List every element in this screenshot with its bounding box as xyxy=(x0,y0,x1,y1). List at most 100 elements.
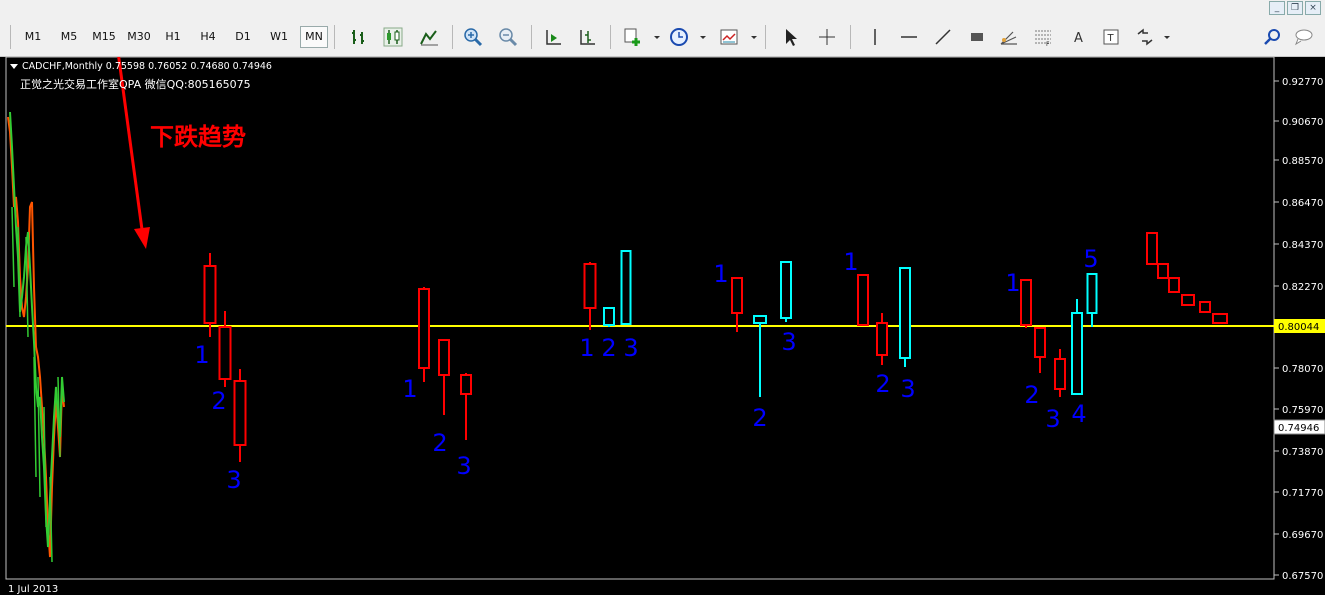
candle xyxy=(203,253,217,337)
clock-icon[interactable] xyxy=(668,26,690,48)
menu-strip: _ ❐ × xyxy=(0,0,1325,18)
chevron-down-icon[interactable] xyxy=(1156,26,1170,48)
wave-label: 1 xyxy=(579,334,594,362)
close-icon[interactable]: × xyxy=(1305,1,1321,15)
templates-icon[interactable] xyxy=(718,26,740,48)
crosshair-icon[interactable] xyxy=(816,26,838,48)
text-label-icon[interactable]: T xyxy=(1100,26,1122,48)
wave-label: 3 xyxy=(456,452,471,480)
chevron-down-icon[interactable] xyxy=(692,26,706,48)
candlestick-icon[interactable] xyxy=(382,26,404,48)
wave-label: 1 xyxy=(194,341,209,369)
wave-label: 3 xyxy=(226,466,241,494)
price-tick-label: 0.75970 xyxy=(1282,405,1323,416)
wave-label: 1 xyxy=(1005,269,1020,297)
candle xyxy=(1020,279,1032,328)
timeframe-mn[interactable]: MN xyxy=(300,26,328,48)
price-tick-label: 0.78070 xyxy=(1282,364,1323,375)
timeframe-d1[interactable]: D1 xyxy=(235,30,251,43)
chart-shift-icon[interactable] xyxy=(576,26,598,48)
trendline-icon[interactable] xyxy=(932,26,954,48)
price-tick-label: 0.82270 xyxy=(1282,282,1323,293)
price-tick-label: 0.69670 xyxy=(1282,530,1323,541)
timeframe-h4[interactable]: H4 xyxy=(200,30,216,43)
symbol-line: CADCHF,Monthly 0.75598 0.76052 0.74680 0… xyxy=(22,61,272,72)
separator xyxy=(334,25,335,49)
minimize-icon[interactable]: _ xyxy=(1269,1,1285,15)
candle xyxy=(418,287,430,382)
wave-label: 1 xyxy=(402,375,417,403)
text-icon[interactable]: A xyxy=(1068,26,1090,48)
fibonacci-icon[interactable]: F xyxy=(1032,26,1054,48)
timeframe-m1[interactable]: M1 xyxy=(24,30,42,43)
cursor-icon[interactable] xyxy=(780,26,802,48)
candle xyxy=(780,261,792,322)
zoom-out-icon[interactable] xyxy=(497,26,519,48)
rectangle-icon[interactable] xyxy=(966,26,988,48)
candle xyxy=(1054,349,1066,397)
arrows-icon[interactable] xyxy=(1134,26,1156,48)
candle xyxy=(460,373,472,440)
horizontal-line-icon[interactable] xyxy=(898,26,920,48)
vertical-line-icon[interactable] xyxy=(864,26,886,48)
timeframe-w1[interactable]: W1 xyxy=(270,30,288,43)
price-tick-label: 0.71770 xyxy=(1282,488,1323,499)
price-tick-label: 0.67570 xyxy=(1282,571,1323,582)
trend-arrow xyxy=(117,57,150,249)
candle xyxy=(1071,299,1083,395)
wave-label: 3 xyxy=(781,328,796,356)
gann-fan-icon[interactable] xyxy=(998,26,1020,48)
line-chart-icon[interactable] xyxy=(418,26,440,48)
candle xyxy=(438,339,450,415)
history-candles xyxy=(7,111,65,563)
wave-label: 4 xyxy=(1071,400,1086,428)
zoom-in-icon[interactable] xyxy=(462,26,484,48)
chart-canvas[interactable]: 0.92770 0.90670 0.88570 0.86470 0.84370 0.822… xyxy=(0,57,1325,595)
timeframe-m15[interactable]: M15 xyxy=(92,30,116,43)
last-price-label: 0.74946 xyxy=(1278,423,1319,434)
subtitle-text: 正觉之光交易工作室QPA 微信QQ:805165075 xyxy=(20,77,251,91)
price-tick-label: 0.88570 xyxy=(1282,156,1323,167)
timeframe-h1[interactable]: H1 xyxy=(165,30,181,43)
separator xyxy=(850,25,851,49)
wave-label: 2 xyxy=(752,404,767,432)
wave-label: 1 xyxy=(713,260,728,288)
bar-chart-icon[interactable] xyxy=(348,26,370,48)
timeframe-m5[interactable]: M5 xyxy=(60,30,78,43)
candle xyxy=(876,313,888,365)
auto-scroll-icon[interactable] xyxy=(542,26,564,48)
candle xyxy=(1157,263,1169,279)
chevron-down-icon[interactable] xyxy=(646,26,660,48)
horizontal-level-label: 0.80044 xyxy=(1278,322,1319,333)
svg-text:F: F xyxy=(1046,41,1050,48)
collapse-icon[interactable] xyxy=(10,64,18,69)
price-tick-label: 0.73870 xyxy=(1282,447,1323,458)
price-chart[interactable]: 0.92770 0.90670 0.88570 0.86470 0.84370 0.822… xyxy=(0,57,1325,595)
chat-icon[interactable] xyxy=(1292,26,1314,48)
candle xyxy=(218,311,232,387)
svg-text:A: A xyxy=(1074,31,1083,46)
last-price-tag xyxy=(1273,419,1325,435)
candle xyxy=(583,262,597,330)
search-icon[interactable] xyxy=(1262,26,1284,48)
candle xyxy=(899,267,911,367)
candle xyxy=(753,315,767,397)
add-indicator-icon[interactable] xyxy=(622,26,644,48)
candle xyxy=(1034,327,1046,373)
separator xyxy=(765,25,766,49)
candle xyxy=(1086,273,1098,327)
chevron-down-icon[interactable] xyxy=(743,26,757,48)
plot-frame xyxy=(5,57,1275,580)
chart-toolbar: M1 M5 M15 M30 H1 H4 D1 W1 MN F A T xyxy=(0,18,1325,57)
wave-label: 3 xyxy=(900,375,915,403)
candle xyxy=(731,277,743,332)
price-tick-label: 0.84370 xyxy=(1282,240,1323,251)
timeframe-m30[interactable]: M30 xyxy=(127,30,151,43)
restore-icon[interactable]: ❐ xyxy=(1287,1,1303,15)
candle xyxy=(1168,277,1180,293)
toolbar-grip xyxy=(10,25,11,49)
horizontal-level-tag xyxy=(1274,319,1325,333)
separator xyxy=(531,25,532,49)
date-axis-label: 1 Jul 2013 xyxy=(8,584,58,595)
